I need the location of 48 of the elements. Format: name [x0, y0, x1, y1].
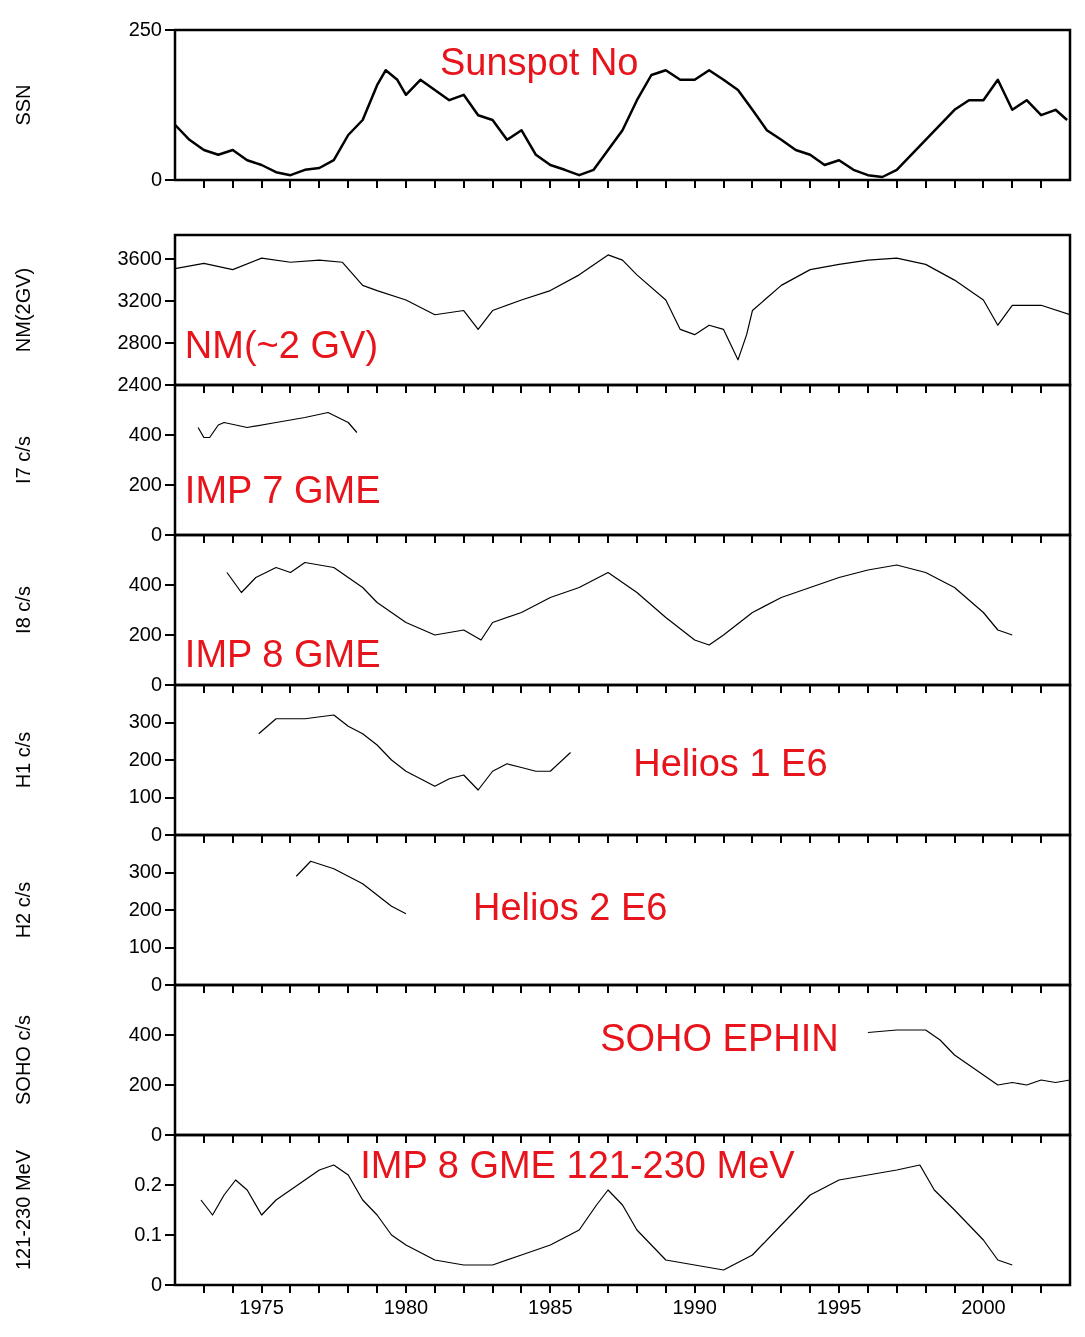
y-axis-title: H1 c/s	[11, 731, 34, 789]
annotation: Helios 1 E6	[633, 742, 828, 785]
y-tick-label: 3600	[117, 246, 162, 269]
annotation: SOHO EPHIN	[600, 1016, 839, 1059]
annotation: IMP 8 GME 121-230 MeV	[360, 1144, 796, 1187]
annotation: Sunspot No	[439, 40, 639, 83]
y-axis-title: H2 c/s	[11, 881, 34, 939]
x-tick-label: 1980	[383, 1295, 429, 1318]
y-tick-label: 0	[150, 1122, 162, 1145]
y-tick-label: 0.2	[134, 1172, 162, 1195]
y-tick-label: 0	[150, 167, 162, 190]
y-tick-label: 200	[128, 622, 162, 645]
x-tick-label: 2000	[961, 1295, 1006, 1318]
y-tick-label: 3200	[117, 288, 162, 311]
y-tick-label: 200	[128, 897, 162, 920]
y-axis-title: SSN	[11, 84, 34, 126]
y-tick-label: 0	[150, 822, 162, 845]
y-tick-label: 0	[150, 672, 162, 695]
x-tick-label: 1985	[528, 1295, 573, 1318]
annotation: IMP 7 GME	[184, 469, 381, 512]
y-tick-label: 200	[128, 472, 162, 495]
y-tick-label: 0	[150, 972, 162, 995]
y-tick-label: 2800	[117, 330, 162, 353]
y-tick-label: 100	[128, 935, 162, 958]
y-axis-title: 121-230 MeV	[11, 1149, 34, 1271]
y-tick-label: 0	[150, 522, 162, 545]
y-tick-label: 0	[150, 1272, 162, 1295]
y-tick-label: 2400	[117, 372, 162, 395]
annotation: IMP 8 GME	[184, 632, 381, 675]
y-tick-label: 100	[128, 785, 162, 808]
y-tick-label: 200	[128, 747, 162, 770]
y-tick-label: 400	[128, 1022, 162, 1045]
y-axis-title: SOHO c/s	[11, 1014, 34, 1106]
y-tick-label: 300	[128, 710, 162, 733]
y-axis-title: I7 c/s	[11, 436, 34, 484]
x-tick-label: 1995	[816, 1295, 862, 1318]
y-axis-title: I8 c/s	[11, 586, 34, 634]
y-tick-label: 400	[128, 422, 162, 445]
x-tick-label: 1975	[239, 1295, 284, 1318]
x-tick-label: 1990	[672, 1295, 717, 1318]
y-tick-label: 250	[128, 17, 162, 40]
y-axis-title: NM(2GV)	[11, 267, 34, 353]
y-tick-label: 200	[128, 1072, 162, 1095]
y-tick-label: 400	[128, 572, 162, 595]
y-tick-label: 300	[128, 860, 162, 883]
annotation: Helios 2 E6	[473, 886, 668, 929]
annotation: NM(~2 GV)	[184, 323, 379, 366]
y-tick-label: 0.1	[134, 1222, 162, 1245]
